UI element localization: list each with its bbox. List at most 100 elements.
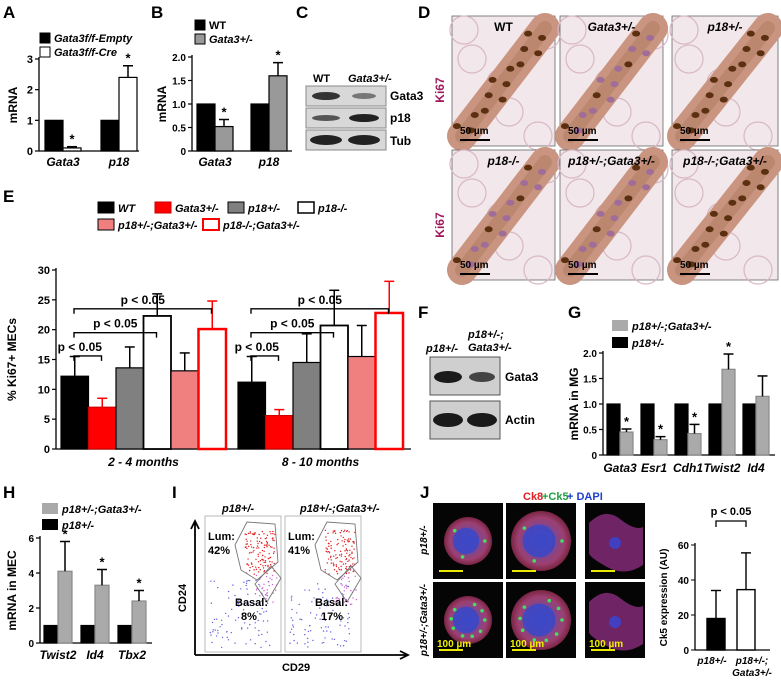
- y-tick-label: 2.0: [172, 53, 186, 64]
- legend-swatch-e-gata3: [154, 201, 172, 214]
- y-tick-label: 0: [591, 451, 597, 462]
- bar: [60, 375, 90, 450]
- category-label: p18: [108, 155, 130, 169]
- significance-star: *: [99, 555, 105, 570]
- legend-swatch-e-p18het: [227, 201, 245, 214]
- bracket-label: p < 0.05: [235, 340, 280, 354]
- panel-b-legend: WT Gata3+/-: [194, 19, 253, 46]
- y-axis-label: mRNA: [155, 85, 169, 122]
- bar: [115, 367, 145, 450]
- bar: [237, 381, 267, 450]
- significance-bracket: [250, 331, 335, 338]
- panel-letter-b: B: [151, 3, 163, 22]
- micrograph: [667, 147, 781, 285]
- fluorescence-image: [506, 582, 576, 658]
- legend-label-g-p18: p18+/-: [631, 338, 664, 350]
- bar: [100, 119, 120, 152]
- significance-bracket: [73, 355, 103, 361]
- panel-g-legend: p18+/-;Gata3+/- p18+/-: [612, 320, 712, 350]
- flow-lum-label: Lum:: [288, 531, 315, 543]
- significance-bracket: [73, 331, 158, 338]
- bar: [708, 403, 723, 456]
- y-tick-label: 2: [27, 85, 33, 97]
- error-bar: [219, 118, 229, 127]
- bar: [197, 327, 228, 451]
- significance-bracket: [250, 308, 390, 314]
- blot-band: [434, 371, 462, 383]
- panel-letter-d: D: [418, 3, 430, 22]
- bar: [80, 624, 96, 644]
- bar: [755, 395, 770, 456]
- y-tick-label: 1.5: [583, 375, 597, 386]
- error-bar: [356, 324, 367, 357]
- y-tick-label: 0.5: [172, 124, 186, 135]
- blot-c-lane-gata3: Gata3+/-: [348, 73, 392, 85]
- blot-f-label-gata3: Gata3: [505, 370, 539, 384]
- panel-letter-a: A: [3, 3, 15, 22]
- y-tick-label: 2: [28, 604, 34, 615]
- y-tick-label: 10: [38, 384, 50, 396]
- scale-bar-label: 50 µm: [460, 260, 489, 271]
- error-bar: [60, 540, 70, 572]
- error-bar: [741, 552, 751, 590]
- y-axis-label: % Ki67+ MECs: [5, 318, 19, 401]
- category-label: Twist2: [704, 461, 741, 475]
- y-tick-label: 1.0: [583, 400, 597, 411]
- blot-f-label-actin: Actin: [505, 413, 535, 427]
- significance-star: *: [221, 105, 227, 120]
- error-bar: [711, 589, 721, 619]
- panel-a-chart: 0 1 2 3 mRNA * Gata3 * p18: [6, 51, 139, 169]
- blot-f-lane-double-2: Gata3+/-: [468, 342, 512, 354]
- legend-swatch-e-double-het: [97, 218, 115, 231]
- y-axis-label: mRNA in MEC: [5, 550, 19, 631]
- bar: [196, 103, 216, 152]
- significance-bracket: [250, 355, 280, 361]
- panel-j-chart: 0 20 40 60 Ck5 expression (AU) p18+/- p18+/-;G…: [659, 506, 773, 679]
- fluorescence-image: [433, 503, 503, 579]
- bar: [87, 406, 117, 450]
- bar: [292, 361, 322, 450]
- bar: [347, 355, 377, 450]
- y-tick-label: 0: [683, 646, 689, 657]
- bar: [118, 76, 138, 152]
- y-tick-label: 3: [27, 54, 33, 66]
- y-tick-label: 40: [678, 576, 690, 587]
- legend-swatch-wt: [194, 19, 206, 31]
- bar: [57, 570, 73, 644]
- bar: [264, 414, 294, 450]
- blot-band: [349, 114, 379, 122]
- y-tick-label: 15: [38, 355, 50, 367]
- bar: [606, 403, 621, 456]
- legend-label-e-gata3: Gata3+/-: [175, 203, 219, 215]
- y-tick-label: 4: [28, 569, 34, 580]
- scale-bar-label: 100 µm: [589, 639, 623, 650]
- y-tick-label: 20: [678, 611, 690, 622]
- fluorescence-image: [585, 503, 645, 579]
- significance-star: *: [658, 422, 664, 437]
- blot-band: [352, 93, 376, 99]
- significance-star: *: [69, 132, 75, 147]
- legend-swatch-gata3-het: [194, 33, 206, 45]
- error-bar: [134, 589, 144, 601]
- legend-swatch-e-p18ko-gata3: [202, 218, 220, 231]
- blot-band: [310, 135, 342, 145]
- scale-bar-label: 50 µm: [680, 126, 709, 137]
- y-axis-label: Ck5 expression (AU): [659, 549, 670, 647]
- error-bar: [273, 61, 283, 76]
- y-tick-label: 30: [38, 265, 50, 277]
- panel-e-chart: 0 5 10 15 20 25 30 % Ki67+ MECs 2 - 4 months 8 - …: [5, 265, 411, 469]
- legend-swatch-cre: [39, 46, 51, 58]
- bar: [653, 439, 668, 456]
- y-tick-label: 20: [38, 325, 50, 337]
- y-tick-label: 1: [27, 115, 33, 127]
- bar: [268, 75, 288, 152]
- micrograph-genotype-label: WT: [494, 20, 513, 34]
- scale-bar-label: 50 µm: [568, 126, 597, 137]
- panel-h-chart: 0 2 4 6 mRNA in MEC * Twist2 * Id4 * Tbx2: [5, 527, 152, 662]
- flow-plot: [284, 515, 362, 653]
- flow-y-axis-arrow: [190, 518, 200, 655]
- micrograph-genotype-label: p18-/-: [486, 154, 519, 168]
- blot-band: [312, 115, 340, 121]
- blot-c-lane-wt: WT: [313, 73, 330, 85]
